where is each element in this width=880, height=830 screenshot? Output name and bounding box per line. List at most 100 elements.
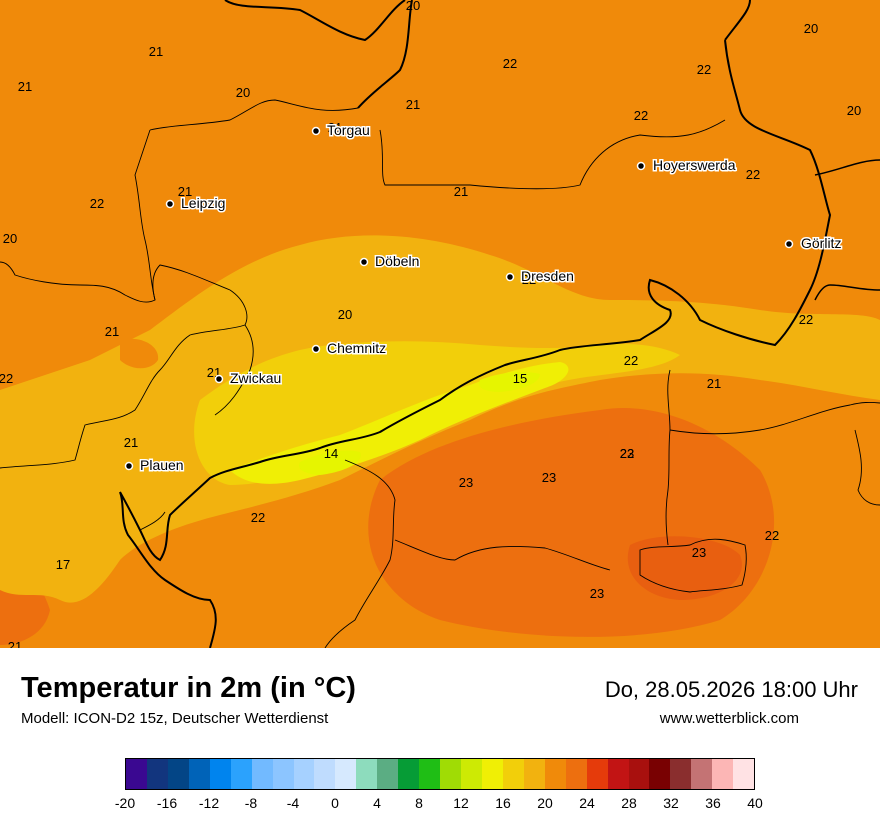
city-dot bbox=[359, 257, 369, 267]
city-dot bbox=[165, 199, 175, 209]
city-marker: Hoyerswerda bbox=[636, 156, 737, 175]
legend-tick-label: 0 bbox=[331, 795, 339, 811]
legend-tick-label: 24 bbox=[579, 795, 595, 811]
legend-swatch bbox=[356, 759, 378, 789]
value-label: 22 bbox=[634, 108, 648, 123]
value-label: 21 bbox=[328, 120, 342, 135]
value-label: 22 bbox=[251, 510, 265, 525]
legend-swatch bbox=[628, 759, 650, 789]
color-legend: -20 -16 -12 -8 -4 0 4 8 12 16 20 24 28 32 36 40 bbox=[115, 758, 763, 811]
city-dot bbox=[214, 374, 224, 384]
city-marker: Leipzig bbox=[165, 194, 227, 213]
legend-swatch bbox=[670, 759, 692, 789]
legend-tick-label: 40 bbox=[747, 795, 763, 811]
warm-area bbox=[37, 296, 100, 340]
legend-swatch bbox=[293, 759, 315, 789]
value-label: 20 bbox=[406, 0, 420, 13]
legend-swatch bbox=[649, 759, 671, 789]
value-labels: 20 21 22 20 21 20 21 22 21 22 21 20 22 2… bbox=[0, 0, 861, 648]
value-label: 22 bbox=[503, 56, 517, 71]
value-label: 21 bbox=[149, 44, 163, 59]
value-label: 22 bbox=[746, 167, 760, 182]
value-label: 22 bbox=[765, 528, 779, 543]
legend-ticks: -20 -16 -12 -8 -4 0 4 8 12 16 20 24 28 32 36 40 bbox=[115, 795, 763, 813]
city-dot bbox=[505, 272, 515, 282]
value-label: 21 bbox=[406, 97, 420, 112]
legend-swatch bbox=[377, 759, 399, 789]
value-label: 21 bbox=[454, 184, 468, 199]
value-label: 20 bbox=[338, 307, 352, 322]
legend-swatch bbox=[691, 759, 713, 789]
value-label: 21 bbox=[18, 79, 32, 94]
value-label: 20 bbox=[236, 85, 250, 100]
legend-tick-label: 12 bbox=[453, 795, 469, 811]
legend-swatch bbox=[565, 759, 587, 789]
city-label: Hoyerswerda bbox=[653, 157, 736, 173]
legend-swatch bbox=[544, 759, 566, 789]
legend-swatch bbox=[398, 759, 420, 789]
state-border bbox=[119, 0, 832, 648]
city-label: Torgau bbox=[327, 122, 370, 138]
value-label: 23 bbox=[542, 470, 556, 485]
legend-swatch bbox=[481, 759, 503, 789]
cool-area bbox=[299, 450, 361, 475]
city-marker: Dresden bbox=[505, 267, 575, 286]
value-label: 21 bbox=[8, 639, 22, 648]
city-marker: Görlitz bbox=[784, 234, 843, 253]
value-label: 22 bbox=[620, 446, 634, 461]
state-border bbox=[814, 159, 880, 176]
city-marker: Zwickau bbox=[214, 369, 283, 388]
cool-area bbox=[230, 362, 569, 484]
legend-swatch bbox=[251, 759, 273, 789]
city-label: Zwickau bbox=[230, 370, 281, 386]
value-label: 21 bbox=[105, 324, 119, 339]
city-label: Dresden bbox=[521, 268, 574, 284]
legend-swatch bbox=[272, 759, 294, 789]
value-label: 22 bbox=[90, 196, 104, 211]
city-dot bbox=[784, 239, 794, 249]
legend-swatch bbox=[523, 759, 545, 789]
legend-tick-label: -20 bbox=[114, 795, 136, 811]
website-link[interactable]: www.wetterblick.com bbox=[659, 710, 799, 727]
value-label: 21 bbox=[707, 376, 721, 391]
value-label: 22 bbox=[522, 272, 536, 287]
legend-swatch bbox=[712, 759, 734, 789]
value-label: 23 bbox=[692, 545, 706, 560]
value-label: 22 bbox=[697, 62, 711, 77]
legend-swatch bbox=[209, 759, 231, 789]
legend-tick-label: 8 bbox=[415, 795, 423, 811]
cool-area bbox=[479, 372, 540, 392]
legend-swatch bbox=[607, 759, 629, 789]
cities: Torgau Leipzig Hoyerswerda Görlitz Döbel… bbox=[124, 121, 843, 475]
legend-tick-label: 32 bbox=[663, 795, 679, 811]
city-label: Görlitz bbox=[801, 235, 841, 251]
legend-swatch bbox=[335, 759, 357, 789]
legend-swatch bbox=[188, 759, 210, 789]
value-label: 23 bbox=[459, 475, 473, 490]
value-label: 22 bbox=[624, 353, 638, 368]
value-label: 22 bbox=[799, 312, 813, 327]
value-label: 20 bbox=[3, 231, 17, 246]
legend-swatch bbox=[314, 759, 336, 789]
city-marker: Torgau bbox=[311, 121, 371, 140]
legend-tick-label: 4 bbox=[373, 795, 381, 811]
city-dot bbox=[636, 161, 646, 171]
legend-tick-label: 36 bbox=[705, 795, 721, 811]
city-label: Leipzig bbox=[181, 195, 225, 211]
legend-swatch bbox=[419, 759, 441, 789]
legend-swatch bbox=[440, 759, 461, 789]
city-label: Plauen bbox=[140, 457, 184, 473]
legend-swatch bbox=[502, 759, 524, 789]
city-dot bbox=[311, 344, 321, 354]
value-label: 15 bbox=[513, 371, 527, 386]
legend-swatch bbox=[230, 759, 252, 789]
legend-tick-label: 20 bbox=[537, 795, 553, 811]
city-label: Döbeln bbox=[375, 253, 419, 269]
warm-area bbox=[120, 338, 159, 369]
state-border bbox=[814, 284, 880, 301]
legend-tick-label: -4 bbox=[286, 795, 300, 811]
city-dot bbox=[311, 126, 321, 136]
legend-swatch bbox=[126, 759, 147, 789]
city-marker: Chemnitz bbox=[311, 339, 388, 358]
legend-tick-label: -8 bbox=[244, 795, 258, 811]
